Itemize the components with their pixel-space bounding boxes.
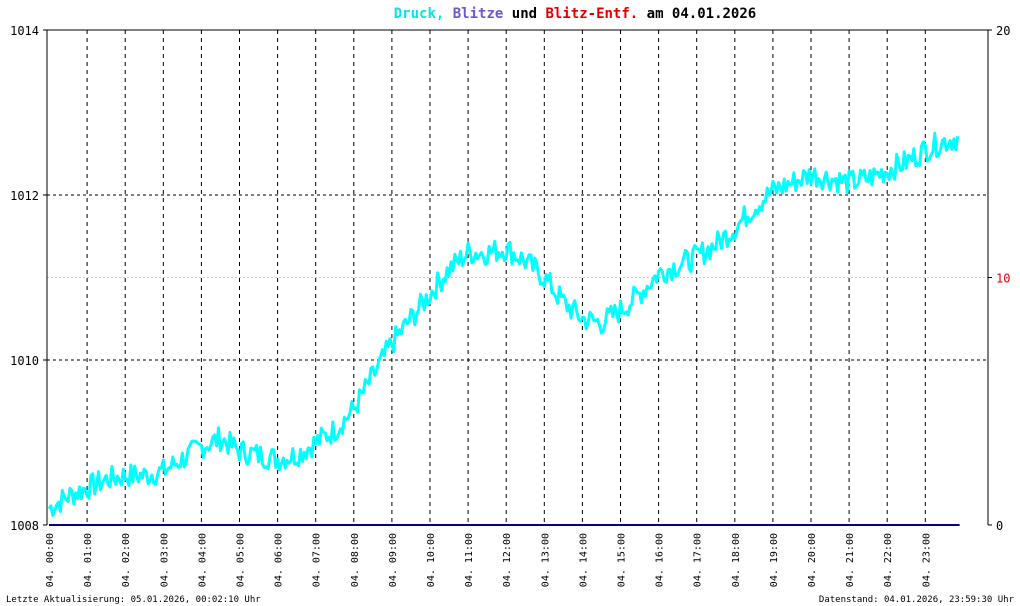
y-tick-label-right: 0 [996,519,1003,533]
y-tick-label-left: 1014 [10,24,39,38]
chart-title: Druck, Blitze und Blitz-Entf. am 04.01.2… [394,6,756,22]
x-tick-label: 04. 00:00 [45,533,56,587]
title-part: am 04.01.2026 [638,6,756,22]
axes: 04. 00:00 04. 01:00 04. 02:00 04. 03:00 04. … [10,24,1010,587]
title-part: Druck, [394,6,445,22]
x-tick-label: 04. 09:00 [388,533,399,587]
title-part: und [503,6,537,22]
x-tick-label: 04. 15:00 [617,533,628,587]
series-group [47,131,960,526]
x-tick-label: 04. 10:00 [426,533,437,587]
y-tick-label-left: 1012 [10,189,39,203]
y-tick-label-right: 10 [996,272,1010,286]
x-tick-label: 04. 21:00 [845,533,856,587]
x-tick-label: 04. 06:00 [274,533,285,587]
x-tick-label: 04. 14:00 [578,533,589,587]
x-tick-label: 04. 05:00 [236,533,247,587]
title-part: Blitze [444,6,503,22]
x-tick-label: 04. 02:00 [121,533,132,587]
x-tick-label: 04. 17:00 [693,533,704,587]
x-tick-label: 04. 13:00 [540,533,551,587]
x-tick-label: 04. 08:00 [350,533,361,587]
pressure-line [47,131,960,517]
footer-last-update: Letzte Aktualisierung: 05.01.2026, 00:02… [6,595,261,605]
y-tick-label-right: 20 [996,24,1010,38]
x-tick-label: 04. 01:00 [83,533,94,587]
x-tick-label: 04. 07:00 [312,533,323,587]
x-tick-label: 04. 20:00 [807,533,818,587]
x-tick-label: 04. 19:00 [769,533,780,587]
x-tick-label: 04. 12:00 [502,533,513,587]
x-tick-label: 04. 23:00 [921,533,932,587]
footer-data-status: Datenstand: 04.01.2026, 23:59:30 Uhr [819,595,1015,605]
x-tick-label: 04. 11:00 [464,533,475,587]
x-tick-label: 04. 03:00 [159,533,170,587]
x-tick-label: 04. 04:00 [197,533,208,587]
x-tick-label: 04. 22:00 [883,533,894,587]
x-tick-label: 04. 18:00 [731,533,742,587]
title-part: Blitz-Entf. [537,6,638,22]
y-tick-label-left: 1010 [10,354,39,368]
grid [47,30,988,525]
x-tick-label: 04. 16:00 [655,533,666,587]
y-tick-label-left: 1008 [10,519,39,533]
